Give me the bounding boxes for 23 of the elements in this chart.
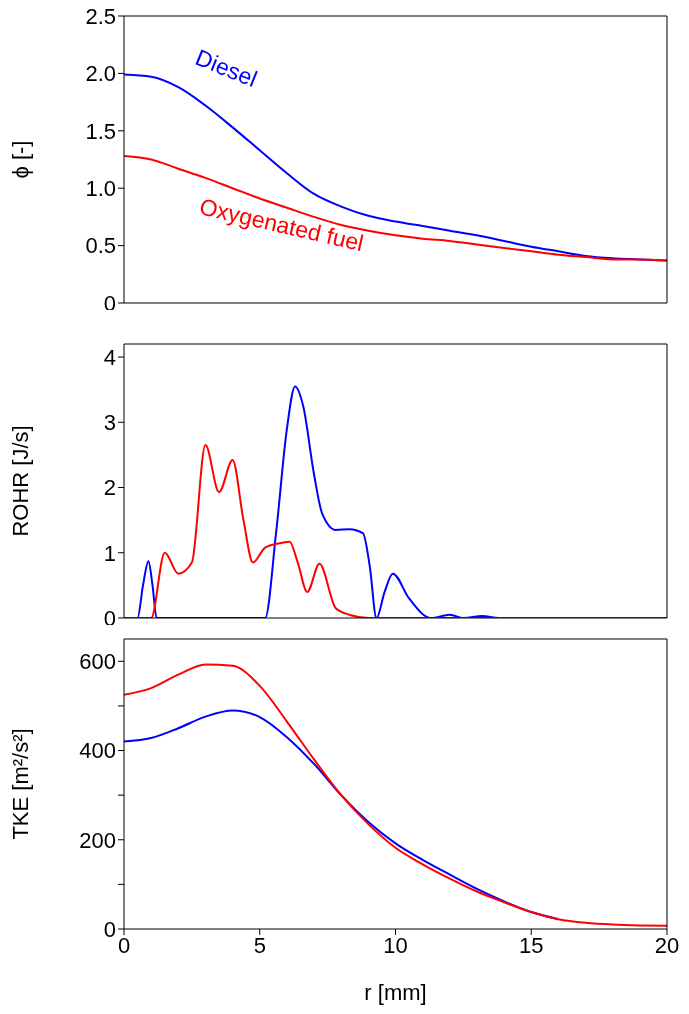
y-tick-label: 1.5 — [85, 118, 116, 144]
x-tick-label: 15 — [519, 932, 544, 958]
y-tick-label: 0.5 — [85, 233, 116, 259]
y-tick-label: 0 — [103, 916, 116, 942]
y-tick-label: 1.0 — [85, 176, 116, 202]
y-tick-label: 2 — [103, 475, 116, 501]
y-axis-title: TKE [m²/s²] — [7, 728, 33, 840]
x-axis-title: r [mm] — [364, 980, 427, 1005]
y-tick-label: 200 — [79, 827, 116, 853]
x-tick-label: 5 — [253, 932, 266, 958]
y-axis-title: ROHR [J/s] — [7, 425, 33, 537]
y-tick-label: 3 — [103, 410, 116, 436]
y-tick-label: 400 — [79, 738, 116, 764]
y-tick-label: 600 — [79, 649, 116, 675]
text: Diesel — [191, 44, 261, 93]
y-tick-label: 2.0 — [85, 61, 116, 87]
line-series — [124, 155, 667, 262]
y-axis-title: ϕ [-] — [7, 140, 33, 179]
y-tick-label: 4 — [103, 344, 116, 370]
y-tick-label: 2.5 — [85, 3, 116, 29]
x-tick-label: 10 — [383, 932, 408, 958]
x-tick-label: 20 — [654, 932, 680, 958]
y-tick-label: 1 — [103, 540, 116, 566]
